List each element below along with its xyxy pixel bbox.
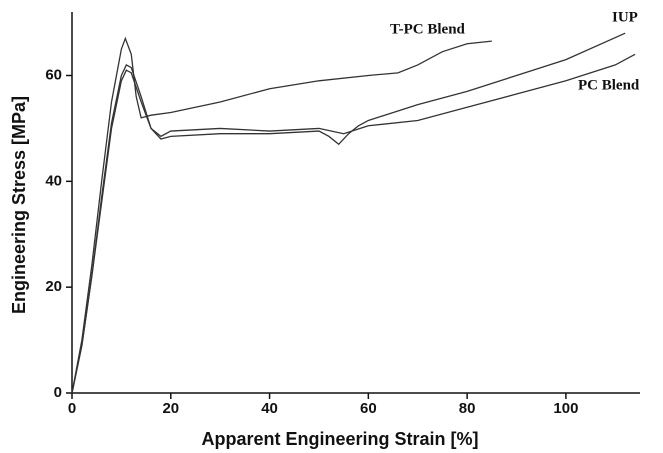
y-tick-label: 0 xyxy=(54,384,62,401)
series-line xyxy=(71,53,636,394)
x-tick-label: 60 xyxy=(360,400,377,417)
series-line xyxy=(71,32,626,394)
y-tick-label: 40 xyxy=(45,172,62,189)
series-label: IUP xyxy=(612,9,638,25)
x-tick-label: 40 xyxy=(261,400,278,417)
x-tick-label: 0 xyxy=(68,400,76,417)
series-line xyxy=(71,36,492,394)
x-axis-title: Apparent Engineering Strain [%] xyxy=(201,429,478,449)
y-axis-title: Engineering Stress [MPa] xyxy=(9,96,29,314)
x-tick-label: 20 xyxy=(162,400,179,417)
y-tick-label: 20 xyxy=(45,278,62,295)
x-tick-label: 80 xyxy=(459,400,476,417)
series-label: PC Blend xyxy=(578,77,640,93)
y-tick-label: 60 xyxy=(45,66,62,83)
x-tick-label: 100 xyxy=(553,400,578,417)
series-label: T-PC Blend xyxy=(390,21,466,37)
